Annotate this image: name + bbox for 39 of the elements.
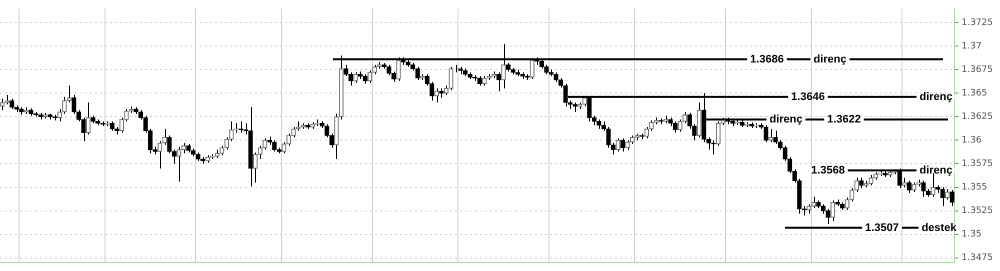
y-tick-label: 1.3525	[962, 206, 994, 216]
ref-line-label: direnç	[813, 53, 847, 66]
annotation: 1.3568	[811, 164, 845, 176]
candlestick	[172, 149, 177, 164]
candlestick	[620, 138, 626, 152]
candlestick	[444, 85, 449, 96]
ref-line-label: direnç	[769, 114, 803, 126]
candlestick	[711, 140, 716, 155]
candlestick	[610, 142, 616, 155]
candlestick	[921, 180, 926, 198]
candlestick	[950, 190, 954, 207]
candlestick	[477, 76, 482, 86]
annotation: 1.3646	[791, 90, 825, 103]
y-tick-label: 1.36	[962, 136, 982, 146]
annotation: 1.3507	[865, 222, 899, 234]
annotation: 1.3686	[750, 53, 784, 66]
candlestick	[830, 200, 836, 222]
candlestick	[0, 98, 5, 111]
candlestick	[859, 177, 864, 189]
y-tick-label: 1.365	[962, 88, 988, 98]
candlestick	[448, 66, 454, 91]
annotation: 1.3622	[827, 114, 861, 126]
y-tick-label: 1.3575	[962, 159, 994, 170]
y-tick-label: 1.37	[962, 41, 982, 52]
y-tick-label: 1.3475	[962, 253, 994, 264]
ref-line-label: direnç	[919, 164, 953, 176]
ref-line-label: direnç	[919, 90, 953, 103]
candlestick	[434, 88, 440, 104]
y-tick-label: 1.35	[962, 230, 982, 240]
ref-line-label: destek	[922, 222, 958, 234]
y-tick-label: 1.355	[962, 182, 988, 193]
candlestick	[906, 180, 912, 194]
candlestick	[844, 197, 850, 210]
y-tick-label: 1.3725	[962, 18, 994, 28]
candlestick	[496, 72, 502, 92]
candlestick	[768, 128, 774, 143]
y-tick-label: 1.3675	[962, 64, 994, 75]
y-tick-label: 1.3625	[962, 112, 994, 122]
candlestick	[764, 124, 768, 143]
